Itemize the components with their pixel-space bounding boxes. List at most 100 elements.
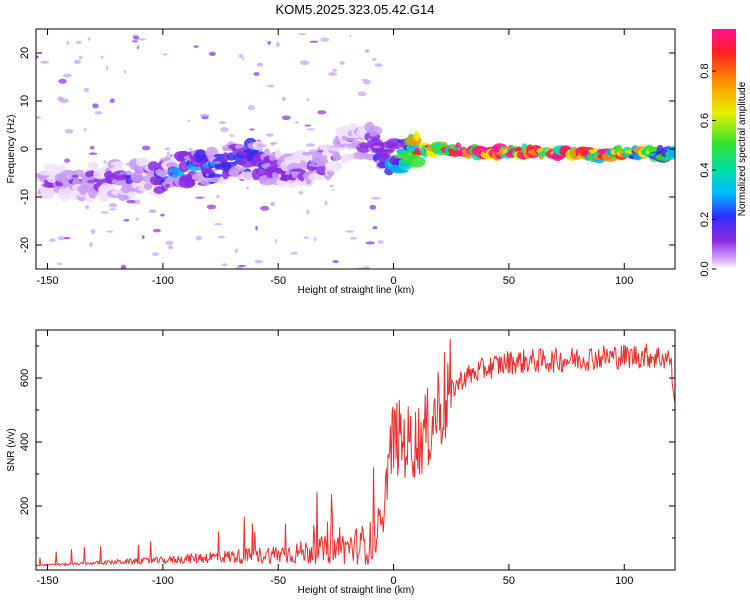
spectral-noise [89,242,93,247]
spectrogram-x-label: Height of straight line (km) [298,285,415,296]
spectral-noise [109,98,115,104]
spectral-noise [200,151,204,156]
spectral-noise [304,124,312,127]
spectral-noise [306,97,309,102]
x-tick-label: -100 [152,575,174,587]
spectral-blob [39,169,53,176]
spectral-noise [152,228,161,233]
spectral-noise [94,111,103,115]
spectral-noise [247,105,256,111]
spectral-noise [236,266,242,269]
spectral-noise [372,145,381,149]
spectral-noise [217,235,226,239]
x-tick-label: -150 [37,575,59,587]
spectral-blob [280,181,288,188]
spectral-noise [318,149,324,153]
spectral-noise [372,226,378,230]
spectral-noise [344,230,355,233]
spectral-noise [255,225,258,231]
spectral-noise [103,160,107,164]
spectral-noise [368,134,377,137]
spectrogram-x-ticks: -150 -100 -50 0 50 100 [37,29,633,287]
snr-x-label: Height of straight line (km) [298,585,415,596]
spectral-noise [36,55,39,59]
spectral-noise [267,84,275,88]
spectral-blob [413,131,420,141]
spectral-noise [274,238,277,244]
spectral-blob [130,171,144,183]
spectral-noise [136,45,139,50]
spectral-noise [213,161,222,165]
spectral-noise [361,78,368,81]
spectral-noise [303,236,309,239]
x-tick-label: -50 [270,575,286,587]
colorbar-tick-label: 0.6 [699,113,711,128]
spectrogram-heatmap [36,33,675,269]
spectral-noise [369,204,377,210]
spectral-noise [260,205,270,211]
spectral-noise [142,145,151,151]
spectral-noise [58,78,67,84]
spectral-noise [237,264,247,268]
spectral-noise [40,60,50,64]
spectrogram-y-label: Frequency (Hz) [6,115,17,184]
spectral-noise [298,33,307,36]
spectral-noise [349,237,357,240]
spectral-noise [253,72,260,76]
spectral-noise [152,252,159,257]
colorbar [712,29,736,269]
y-tick-label: -10 [19,189,31,205]
spectral-blob [367,125,383,136]
spectral-noise [206,204,216,210]
colorbar-tick-label: 0.2 [699,212,711,227]
spectral-noise [275,42,280,47]
spectral-blob [125,170,132,176]
spectral-noise [92,103,99,109]
colorbar-ticks: 0.0 0.2 0.4 0.6 0.8 [699,63,716,277]
spectral-noise [165,241,174,245]
spectral-blob [43,190,54,199]
spectral-noise [148,210,157,213]
spectral-blob [407,156,426,168]
x-tick-label: 0 [391,275,397,287]
spectral-noise [298,191,304,195]
spectral-noise [168,171,174,176]
spectral-noise [73,59,81,64]
spectral-noise [320,37,330,42]
spectral-blob [143,182,153,190]
x-tick-label: 0 [391,575,397,587]
spectral-noise [108,203,118,208]
spectral-noise [206,178,216,183]
spectral-noise [332,68,337,72]
spectral-noise [59,98,69,104]
spectral-noise [281,115,291,121]
spectral-noise [306,128,315,131]
spectral-noise [122,195,131,201]
x-tick-label: -150 [37,275,59,287]
spectral-noise [78,55,83,60]
spectral-noise [141,235,145,240]
spectral-blob [108,185,116,191]
spectral-noise [83,127,87,132]
spectral-noise [267,40,272,45]
spectral-noise [358,153,367,157]
spectral-blob [381,153,391,159]
spectral-noise [339,61,345,65]
x-tick-label: 100 [615,275,633,287]
spectral-noise [329,184,334,188]
spectral-noise [218,121,226,125]
x-tick-label: 100 [615,575,633,587]
spectral-noise [299,60,310,65]
snr-y-ticks: 200 400 600 [19,345,675,539]
spectral-noise [208,51,216,56]
spectral-noise [270,201,276,207]
spectral-noise [166,151,171,157]
spectral-noise [89,146,95,150]
spectral-blob [263,148,271,158]
spectral-noise [259,179,269,184]
spectral-noise [64,158,70,163]
spectral-noise [195,236,202,241]
spectral-noise [66,40,70,45]
spectral-noise [205,173,209,177]
